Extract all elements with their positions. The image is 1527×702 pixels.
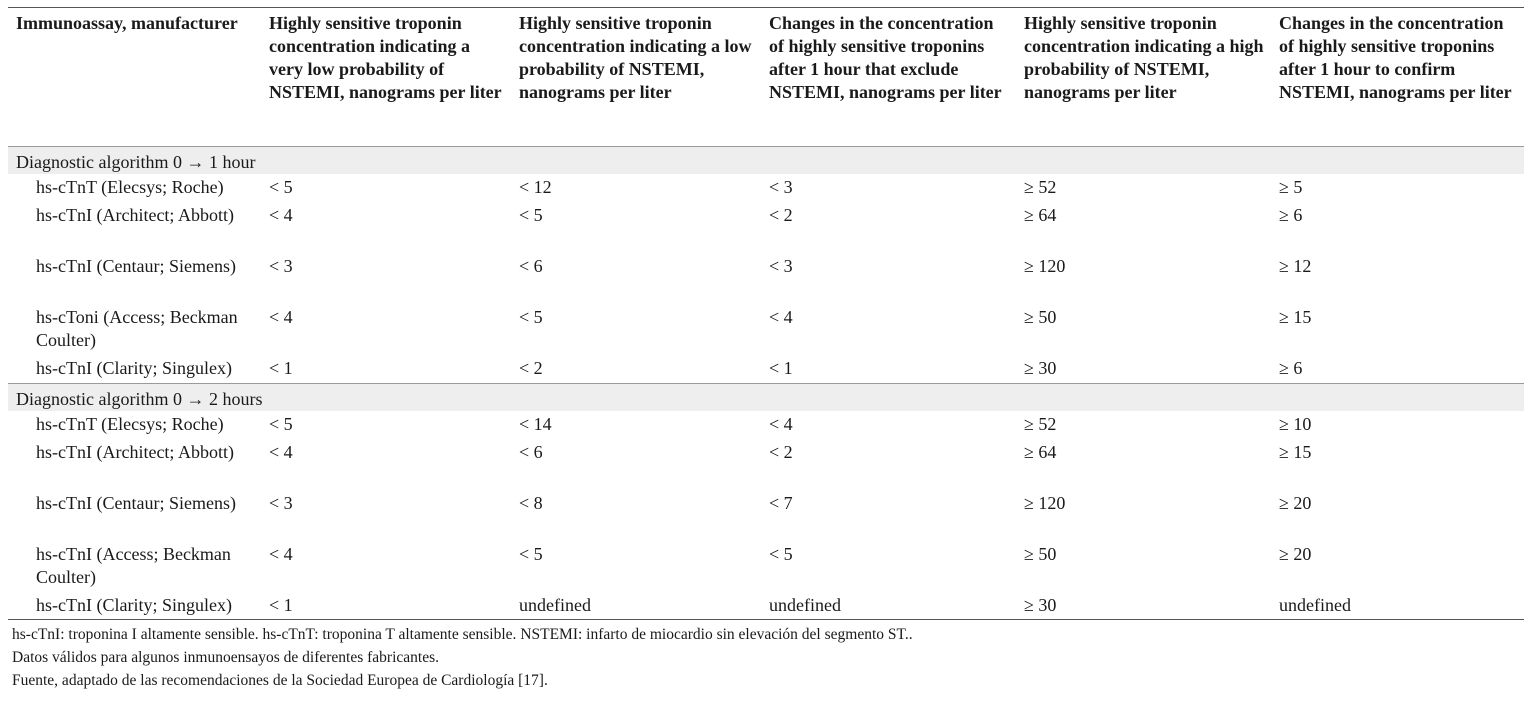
cell-value: ≥ 5 [1279, 177, 1303, 197]
cell-value: ≥ 120 [1024, 256, 1066, 276]
cell-value: < 1 [269, 358, 293, 378]
section-title: Diagnostic algorithm 0 → 1 hour [8, 146, 1524, 174]
cell-value: ≥ 30 [1024, 594, 1057, 615]
cell-value: < 3 [269, 492, 293, 513]
troponin-thresholds-table: Immunoassay, manufacturer Highly sensiti… [8, 7, 1524, 620]
section-row: Diagnostic algorithm 0 → 1 hour [8, 146, 1524, 174]
cell-value: < 5 [519, 307, 543, 327]
cell-value: undefined [769, 594, 841, 615]
footnote-abbreviations: hs-cTnI: troponina I altamente sensible.… [12, 626, 913, 643]
footnote-validity: Datos válidos para algunos inmunoensayos… [12, 649, 439, 666]
cell-value: < 12 [519, 177, 552, 197]
cell-value: ≥ 15 [1279, 441, 1312, 462]
cell-value: < 5 [269, 413, 293, 434]
cell-value: < 2 [519, 358, 543, 378]
cell-value: ≥ 12 [1279, 256, 1312, 276]
cell-value: < 14 [519, 413, 552, 434]
cell-value: < 3 [269, 256, 293, 276]
table-row: hs-cTnI (Architect; Abbott) < 4 < 6 < 2 … [8, 439, 1524, 490]
header-row: Immunoassay, manufacturer Highly sensiti… [8, 7, 1524, 147]
cell-value: < 3 [769, 256, 793, 276]
cell-value: undefined [519, 594, 591, 615]
table-body: Diagnostic algorithm 0 → 1 hour hs-cTnT … [8, 146, 1524, 620]
cell-assay: hs-cTnI (Centaur; Siemens) [36, 256, 236, 276]
cell-value: < 5 [769, 543, 793, 564]
table-row: hs-cTnT (Elecsys; Roche) < 5 < 12 < 3 ≥ … [8, 174, 1524, 202]
cell-value: < 2 [769, 441, 793, 462]
cell-value: < 1 [269, 594, 293, 615]
table-row: hs-cTnT (Elecsys; Roche) < 5 < 14 < 4 ≥ … [8, 411, 1524, 439]
cell-value: < 3 [769, 177, 793, 197]
cell-value: < 4 [769, 413, 793, 434]
table-row: hs-cTnI (Architect; Abbott) < 4 < 5 < 2 … [8, 202, 1524, 253]
header-high-probability: Highly sensitive troponin concentration … [1024, 13, 1264, 102]
footnote-source: Fuente, adaptado de las recomendaciones … [12, 672, 548, 689]
table-header: Immunoassay, manufacturer Highly sensiti… [8, 7, 1524, 147]
table-row: hs-cTnI (Clarity; Singulex) < 1 < 2 < 1 … [8, 355, 1524, 383]
cell-value: < 6 [519, 256, 543, 276]
cell-value: ≥ 10 [1279, 413, 1312, 434]
header-change-confirm: Changes in the concentration of highly s… [1279, 13, 1512, 102]
cell-value: < 5 [269, 177, 293, 197]
cell-assay: hs-cTnT (Elecsys; Roche) [36, 177, 224, 197]
table-row: hs-cToni (Access; Beckman Coulter) < 4 <… [8, 304, 1524, 355]
cell-value: ≥ 52 [1024, 177, 1057, 197]
header-low-probability: Highly sensitive troponin concentration … [519, 13, 752, 102]
table-row: hs-cTnI (Access; Beckman Coulter) < 4 < … [8, 541, 1524, 592]
cell-assay: hs-cTnI (Architect; Abbott) [36, 205, 234, 225]
table-row: hs-cTnI (Centaur; Siemens) < 3 < 6 < 3 ≥… [8, 253, 1524, 304]
table-footnotes: hs-cTnI: troponina I altamente sensible.… [8, 623, 1524, 692]
cell-value: < 5 [519, 543, 543, 564]
section-title: Diagnostic algorithm 0 → 2 hours [8, 383, 1524, 411]
cell-value: ≥ 6 [1279, 358, 1303, 378]
cell-value: < 4 [269, 441, 293, 462]
cell-value: < 2 [769, 205, 793, 225]
cell-value: ≥ 20 [1279, 543, 1312, 564]
cell-value: ≥ 120 [1024, 492, 1066, 513]
header-change-exclude: Changes in the concentration of highly s… [769, 13, 1002, 102]
cell-value: < 4 [769, 307, 793, 327]
troponin-table-container: Immunoassay, manufacturer Highly sensiti… [8, 7, 1524, 692]
cell-value: ≥ 50 [1024, 543, 1057, 564]
cell-value: ≥ 64 [1024, 441, 1057, 462]
cell-value: < 4 [269, 543, 293, 564]
cell-value: < 4 [269, 307, 293, 327]
cell-assay: hs-cTnI (Clarity; Singulex) [36, 594, 232, 615]
cell-value: < 4 [269, 205, 293, 225]
cell-assay: hs-cTnI (Centaur; Siemens) [36, 492, 236, 513]
cell-value: ≥ 30 [1024, 358, 1057, 378]
cell-value: < 5 [519, 205, 543, 225]
cell-value: ≥ 15 [1279, 307, 1312, 327]
table-row: hs-cTnI (Clarity; Singulex) < 1 undefine… [8, 592, 1524, 620]
section-row: Diagnostic algorithm 0 → 2 hours [8, 383, 1524, 411]
cell-assay: hs-cTnI (Architect; Abbott) [36, 441, 234, 462]
cell-value: < 1 [769, 358, 793, 378]
cell-assay: hs-cTnI (Access; Beckman Coulter) [36, 543, 231, 587]
cell-assay: hs-cTnI (Clarity; Singulex) [36, 358, 232, 378]
header-immunoassay: Immunoassay, manufacturer [16, 13, 238, 33]
cell-value: undefined [1279, 594, 1351, 615]
cell-assay: hs-cToni (Access; Beckman Coulter) [36, 307, 238, 350]
table-row: hs-cTnI (Centaur; Siemens) < 3 < 8 < 7 ≥… [8, 490, 1524, 541]
cell-value: ≥ 20 [1279, 492, 1312, 513]
cell-value: < 8 [519, 492, 543, 513]
cell-value: < 7 [769, 492, 793, 513]
header-very-low-probability: Highly sensitive troponin concentration … [269, 13, 502, 102]
cell-value: ≥ 64 [1024, 205, 1057, 225]
cell-value: ≥ 50 [1024, 307, 1057, 327]
cell-value: ≥ 6 [1279, 205, 1303, 225]
cell-assay: hs-cTnT (Elecsys; Roche) [36, 413, 224, 434]
cell-value: ≥ 52 [1024, 413, 1057, 434]
cell-value: < 6 [519, 441, 543, 462]
